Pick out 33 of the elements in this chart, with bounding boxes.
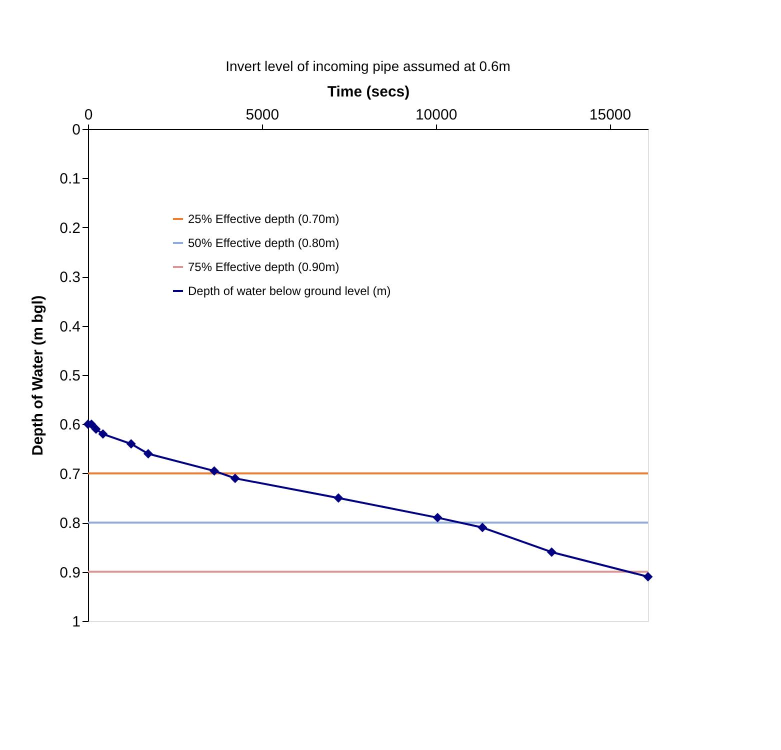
point	[143, 448, 153, 458]
y-tick-label: 0.1	[60, 170, 80, 188]
legend-label: 50% Effective depth (0.80m)	[188, 236, 340, 250]
chart-title: Invert level of incoming pipe assumed at 0.6m	[226, 58, 510, 74]
point	[210, 466, 220, 476]
point	[478, 522, 488, 532]
point	[432, 512, 442, 522]
y-tick-label: 0.4	[60, 318, 80, 336]
y-tick-label: 0.2	[60, 220, 80, 237]
y-tick-label: 0.5	[60, 368, 80, 384]
point	[643, 572, 653, 582]
legend-label: 75% Effective depth (0.90m)	[188, 260, 340, 274]
legend-label: Depth of water below ground level (m)	[188, 284, 391, 298]
point	[546, 547, 556, 557]
x-tick-label: 10000	[415, 106, 458, 124]
x-tick-label: 15000	[589, 106, 632, 124]
x-axis-title: Time (secs)	[327, 84, 410, 100]
y-tick-label: 0	[72, 122, 80, 138]
point	[230, 474, 240, 484]
y-tick-label: 0.7	[60, 466, 80, 483]
point	[334, 493, 344, 503]
x-tick-label: 0	[84, 106, 93, 124]
y-tick-label: 0.6	[60, 416, 80, 434]
y-axis-title: Depth of Water (m bgl)	[30, 295, 47, 456]
y-tick-label: 0.8	[60, 515, 80, 532]
point	[91, 424, 101, 434]
y-tick-label: 0.9	[60, 564, 80, 582]
legend-label: 25% Effective depth (0.70m)	[188, 212, 340, 226]
x-tick-label: 5000	[246, 106, 280, 124]
point	[98, 429, 108, 439]
y-tick-label: 0.3	[60, 269, 80, 286]
point	[126, 439, 136, 449]
y-tick-label: 1	[72, 614, 80, 630]
